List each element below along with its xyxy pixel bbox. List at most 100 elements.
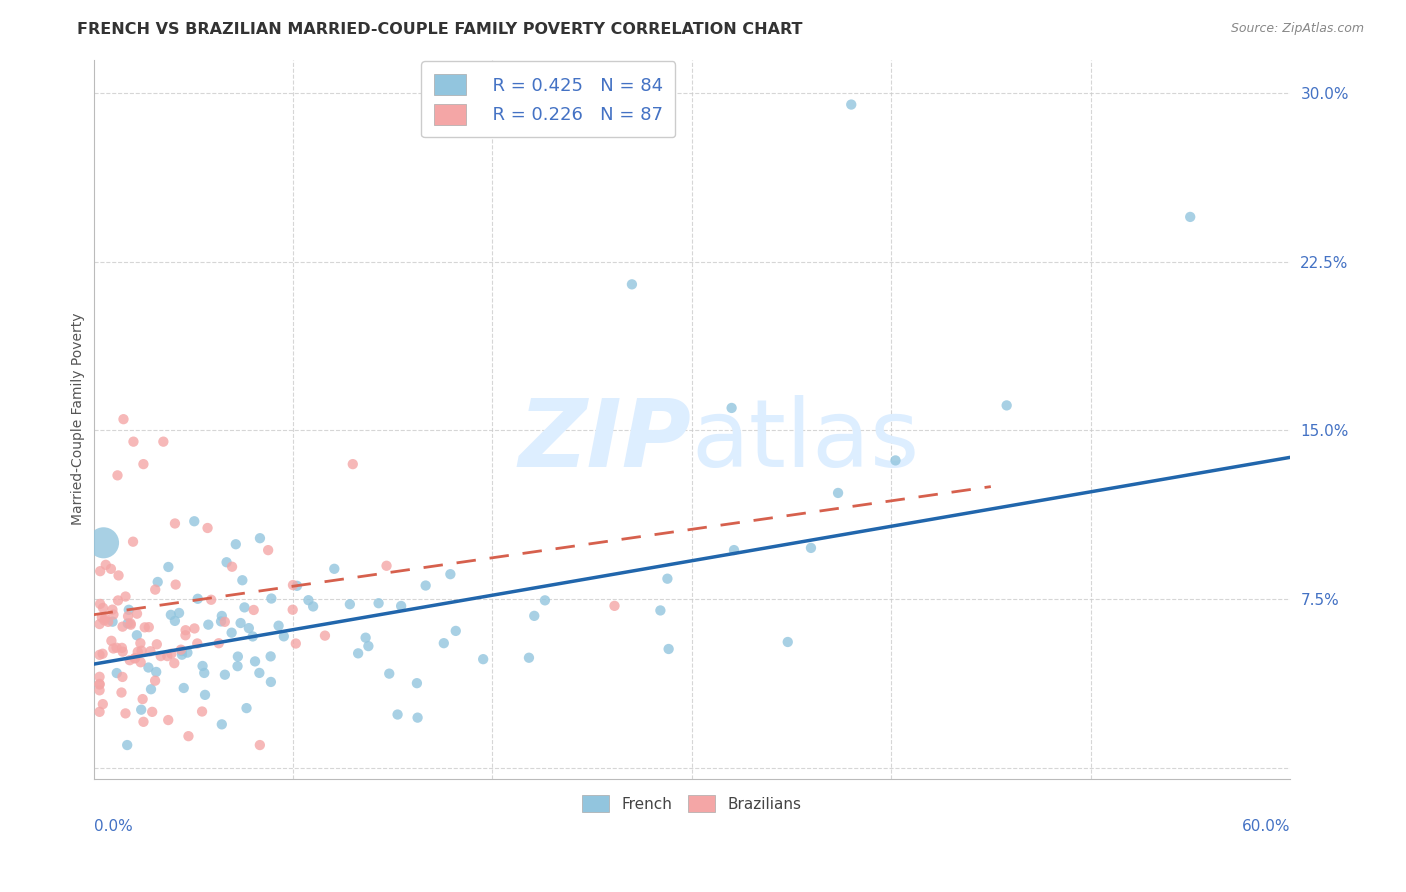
Point [107, 568, 129, 582]
Point [117, 616, 139, 631]
Point [141, 705, 163, 719]
Point [657, 572, 679, 586]
Point [200, 592, 222, 607]
Point [387, 707, 409, 722]
Point [120, 616, 142, 631]
Point [89, 617, 111, 632]
Point [323, 562, 346, 576]
Point [242, 630, 264, 644]
Point [776, 635, 799, 649]
Point [131, 692, 153, 706]
Point [249, 738, 271, 752]
Point [281, 578, 304, 592]
Point [89, 683, 111, 698]
Point [89, 677, 111, 691]
Point [89, 648, 111, 662]
Point [260, 675, 283, 690]
Point [124, 651, 146, 665]
Point [439, 567, 461, 582]
Point [91, 647, 114, 661]
Point [138, 620, 160, 634]
Point [260, 591, 283, 606]
Point [208, 636, 231, 650]
Point [91, 697, 114, 711]
Point [273, 629, 295, 643]
Point [146, 637, 169, 651]
Point [375, 558, 398, 573]
Point [143, 582, 166, 597]
Point [111, 670, 134, 684]
Point [97, 615, 120, 629]
Point [93, 614, 115, 628]
Point [132, 714, 155, 729]
Point [247, 665, 270, 680]
Y-axis label: Married-Couple Family Poverty: Married-Couple Family Poverty [72, 313, 86, 525]
Point [472, 652, 495, 666]
Point [221, 625, 243, 640]
Point [523, 608, 546, 623]
Point [139, 682, 162, 697]
Point [122, 434, 145, 449]
Point [132, 457, 155, 471]
Point [89, 705, 111, 719]
Text: atlas: atlas [692, 395, 920, 487]
Point [105, 666, 128, 681]
Text: FRENCH VS BRAZILIAN MARRIED-COUPLE FAMILY POVERTY CORRELATION CHART: FRENCH VS BRAZILIAN MARRIED-COUPLE FAMIL… [77, 22, 803, 37]
Point [378, 666, 401, 681]
Point [242, 603, 264, 617]
Point [100, 633, 122, 648]
Point [191, 705, 214, 719]
Point [658, 642, 681, 657]
Point [367, 596, 389, 610]
Point [157, 560, 180, 574]
Point [129, 703, 152, 717]
Point [91, 600, 114, 615]
Point [111, 620, 134, 634]
Point [209, 615, 232, 629]
Point [174, 628, 197, 642]
Point [89, 597, 111, 611]
Point [281, 603, 304, 617]
Point [157, 713, 180, 727]
Point [110, 685, 132, 699]
Point [173, 681, 195, 695]
Point [233, 600, 256, 615]
Point [534, 593, 557, 607]
Text: Source: ZipAtlas.com: Source: ZipAtlas.com [1230, 22, 1364, 36]
Point [129, 655, 152, 669]
Point [194, 688, 217, 702]
Point [229, 615, 252, 630]
Point [100, 562, 122, 576]
Point [94, 611, 117, 625]
Point [214, 667, 236, 681]
Point [357, 639, 380, 653]
Point [339, 597, 361, 611]
Point [145, 665, 167, 679]
Point [238, 621, 260, 635]
Point [124, 651, 146, 665]
Point [285, 579, 308, 593]
Point [186, 636, 208, 650]
Point [149, 649, 172, 664]
Point [517, 650, 540, 665]
Point [226, 659, 249, 673]
Point [101, 615, 124, 629]
Point [723, 543, 745, 558]
Point [226, 649, 249, 664]
Point [193, 665, 215, 680]
Point [191, 659, 214, 673]
Point [101, 602, 124, 616]
Point [187, 591, 209, 606]
Point [302, 599, 325, 614]
Point [297, 593, 319, 607]
Point [160, 607, 183, 622]
Point [267, 618, 290, 632]
Point [211, 609, 233, 624]
Point [115, 738, 138, 752]
Point [415, 578, 437, 592]
Point [197, 617, 219, 632]
Point [347, 646, 370, 660]
Point [163, 516, 186, 531]
Point [433, 636, 456, 650]
Point [90, 610, 112, 624]
